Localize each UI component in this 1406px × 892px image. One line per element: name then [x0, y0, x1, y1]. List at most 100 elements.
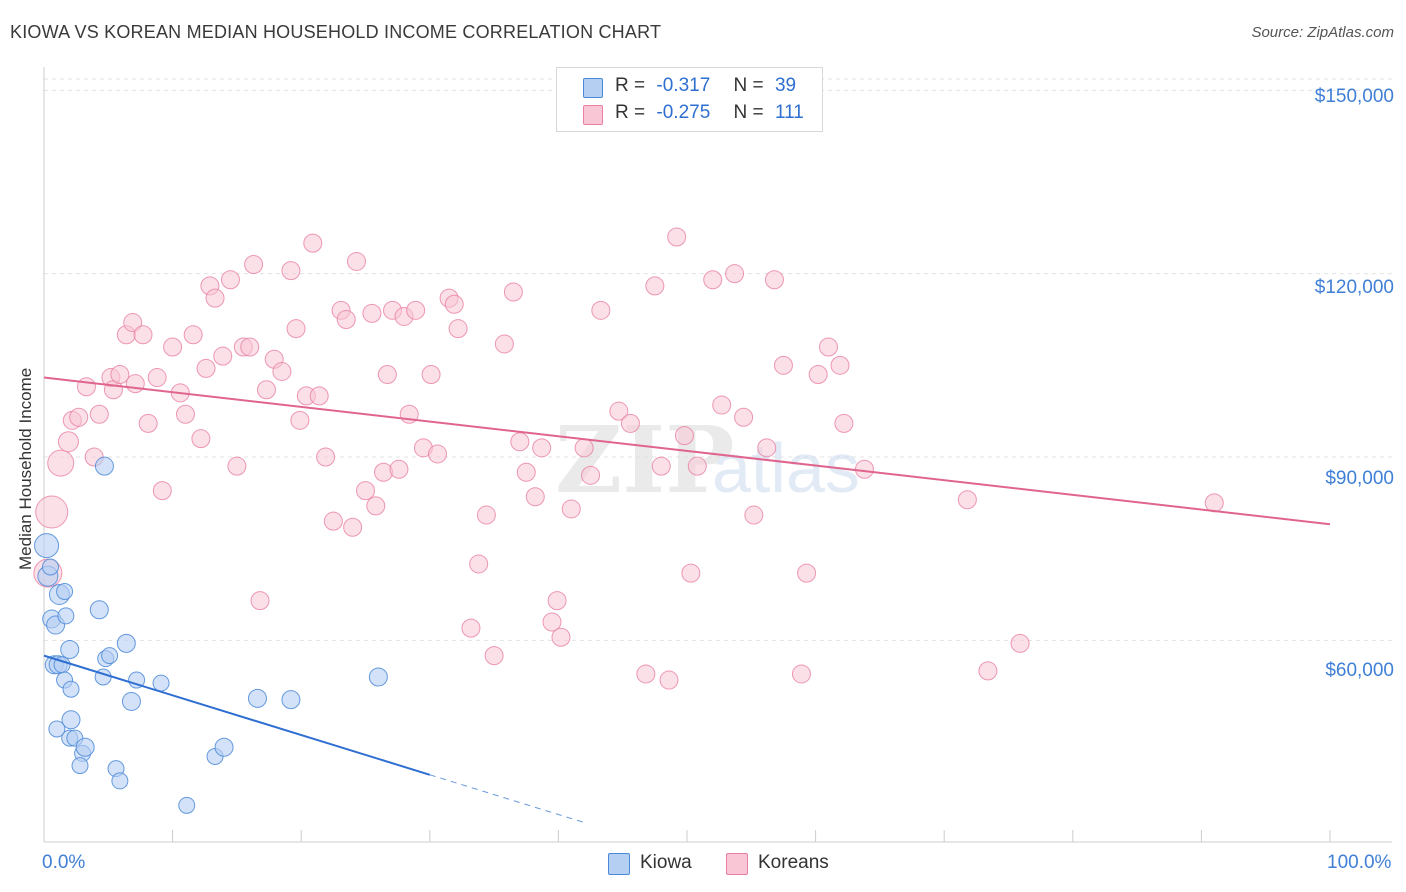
koreans-point [744, 505, 764, 525]
koreans-point [123, 313, 143, 333]
koreans-point [830, 355, 850, 375]
koreans-point [542, 612, 562, 632]
koreans-n-label: N = [733, 102, 764, 123]
kiowa-point [116, 633, 136, 653]
axes [43, 67, 1392, 843]
koreans-point [476, 505, 496, 525]
koreans-point [797, 563, 817, 583]
koreans-point [957, 490, 977, 510]
kiowa-point [48, 720, 66, 738]
koreans-point [163, 337, 183, 357]
koreans-point [791, 664, 811, 684]
koreans-point [133, 325, 153, 345]
koreans-r-label: R = [615, 102, 646, 123]
koreans-point [681, 563, 701, 583]
koreans-point [286, 319, 306, 339]
y-tick-label: $60,000 [1325, 660, 1394, 681]
koreans-point [978, 661, 998, 681]
koreans-point [346, 251, 366, 271]
koreans-trend-line [43, 376, 1331, 526]
koreans-point [256, 380, 276, 400]
koreans-point [250, 591, 270, 611]
kiowa-point [34, 533, 60, 559]
koreans-point [636, 664, 656, 684]
kiowa-r-label: R = [615, 75, 646, 96]
kiowa-point [178, 796, 196, 814]
koreans-point [1204, 493, 1224, 513]
kiowa-trend-line [43, 654, 431, 776]
koreans-point [281, 261, 301, 281]
watermark: ZIP atlas [555, 406, 860, 514]
koreans-point [272, 361, 292, 381]
koreans-point [356, 481, 375, 501]
koreans-point [503, 282, 523, 302]
koreans-point [448, 319, 468, 339]
koreans-point [309, 386, 329, 406]
kiowa-point [94, 456, 114, 476]
chart-title: KIOWA VS KOREAN MEDIAN HOUSEHOLD INCOME … [10, 22, 662, 42]
kiowa-n-value: 39 [774, 75, 797, 96]
kiowa-point [121, 691, 141, 711]
koreans-swatch [583, 105, 603, 125]
kiowa-n-label: N = [733, 75, 764, 96]
koreans-point [581, 465, 601, 485]
koreans-point [494, 334, 514, 354]
koreans-point [687, 456, 707, 476]
kiowa-point [281, 690, 301, 710]
koreans-point [213, 346, 233, 366]
koreans-point [220, 270, 240, 290]
kiowa-point [60, 640, 80, 659]
koreans-point [76, 377, 96, 397]
koreans-n-value: 111 [774, 102, 804, 123]
koreans-point [764, 270, 784, 290]
kiowa-point [62, 680, 80, 698]
koreans-point [428, 444, 448, 464]
koreans-point [138, 413, 158, 433]
koreans-point [406, 300, 426, 320]
koreans-point [110, 365, 130, 384]
koreans-point [316, 447, 336, 467]
koreans-point [175, 404, 195, 424]
kiowa-r-value: -0.317 [656, 75, 711, 96]
gridlines [44, 78, 1392, 641]
kiowa-point [57, 607, 75, 625]
source-label: Source: ZipAtlas.com [1251, 24, 1394, 41]
koreans-point [547, 591, 567, 611]
koreans-point [244, 255, 264, 274]
koreans-point [47, 449, 75, 477]
koreans-point [574, 438, 594, 458]
koreans-point [421, 365, 441, 384]
koreans-point [667, 227, 687, 247]
kiowa-legend-swatch [608, 853, 630, 875]
kiowa-point [75, 737, 95, 757]
koreans-point [377, 365, 397, 384]
koreans-point [620, 413, 640, 433]
koreans-point [532, 438, 552, 458]
koreans-point [461, 618, 481, 638]
koreans-point [35, 495, 69, 529]
koreans-point [323, 511, 343, 531]
koreans-point [734, 407, 754, 427]
koreans-point [516, 462, 536, 482]
koreans-point [591, 300, 611, 320]
koreans-point [303, 233, 323, 253]
koreans-point [703, 270, 723, 290]
koreans-point [444, 294, 464, 314]
koreans-point [290, 410, 310, 430]
koreans-point [57, 431, 79, 453]
y-tick-label: $150,000 [1314, 86, 1394, 107]
koreans-legend-label: Koreans [758, 852, 829, 873]
kiowa-point [152, 674, 170, 692]
kiowa-point [247, 688, 267, 708]
koreans-point [469, 554, 489, 574]
koreans-point [374, 462, 394, 482]
kiowa-point [56, 582, 74, 600]
koreans-point [651, 456, 671, 476]
koreans-point [343, 517, 363, 537]
kiowa-point [41, 558, 59, 576]
y-tick-label: $120,000 [1314, 277, 1394, 298]
koreans-point [196, 358, 216, 378]
kiowa-point [368, 667, 388, 687]
kiowa-point [214, 737, 234, 757]
koreans-point [69, 407, 89, 427]
